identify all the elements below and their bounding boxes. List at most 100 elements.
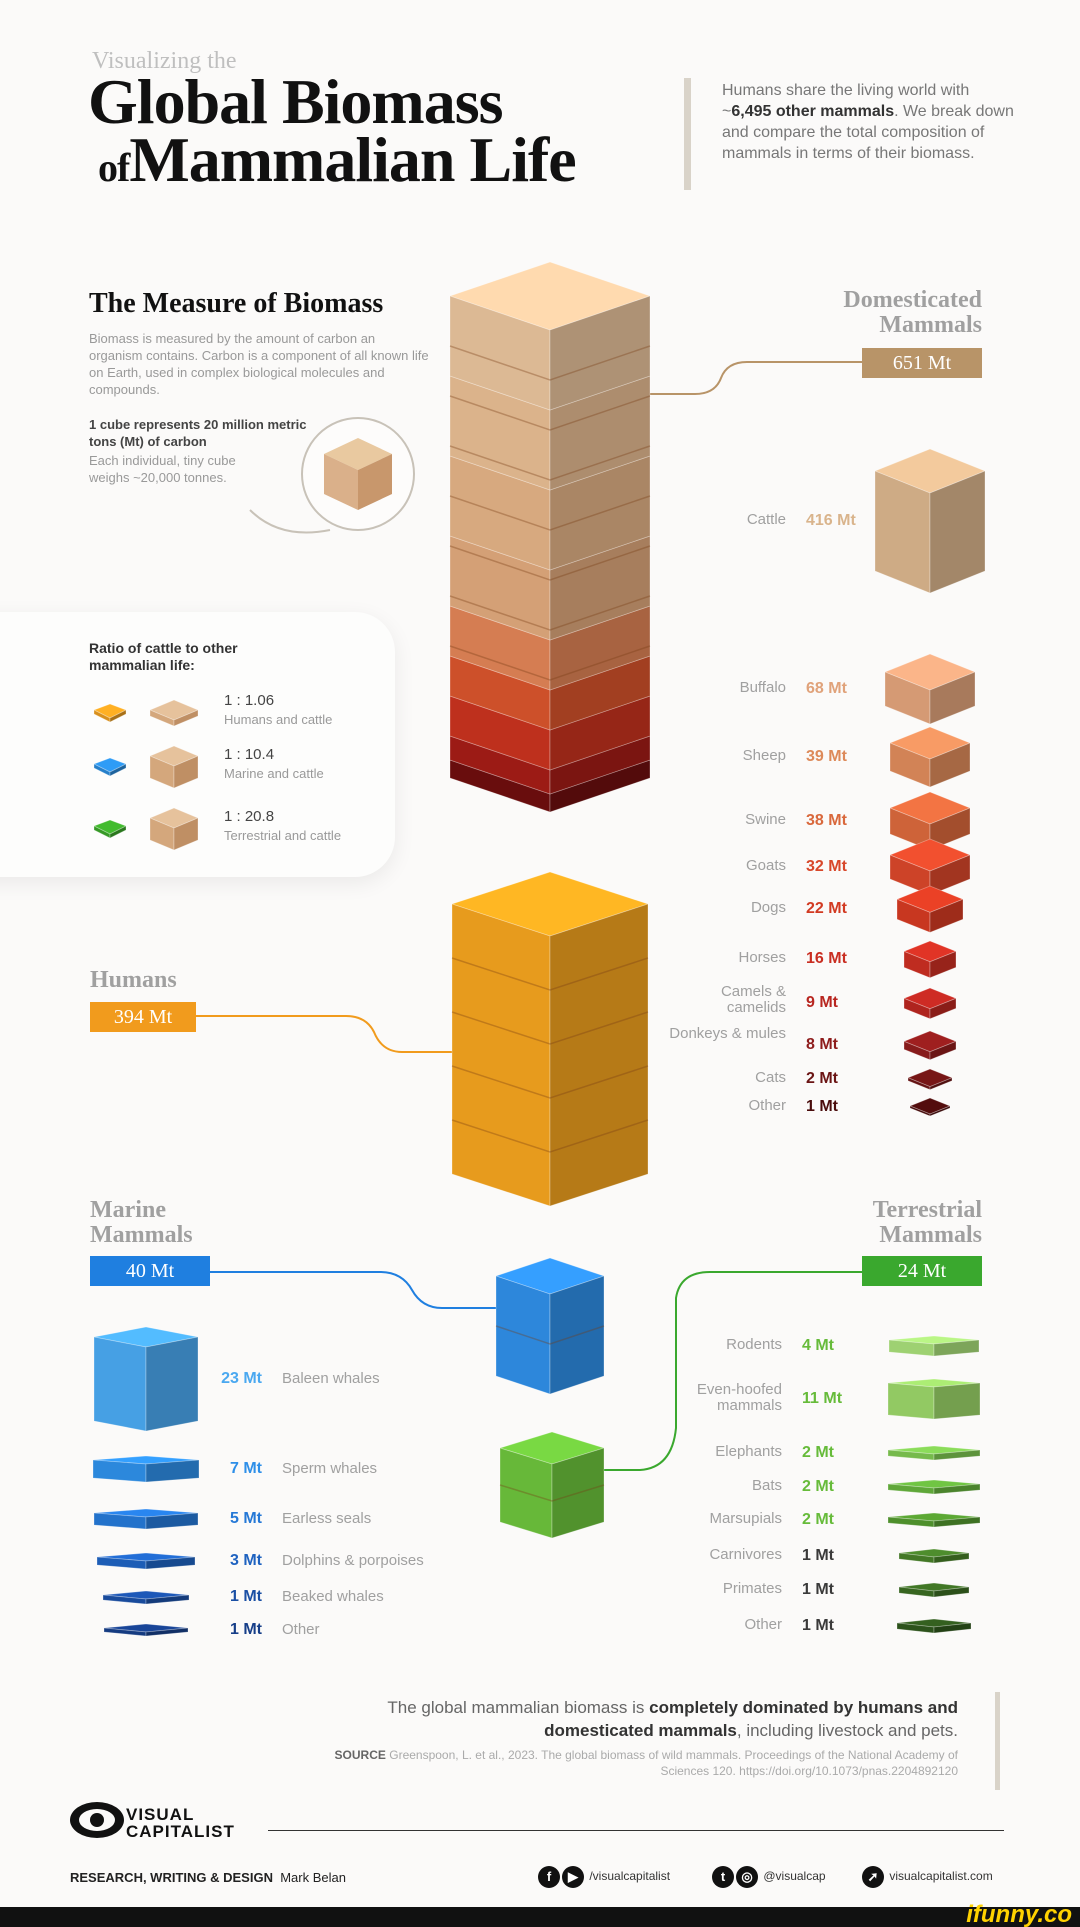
- marine-row-block: [93, 1326, 199, 1432]
- marine-row-label: Other: [282, 1621, 320, 1638]
- instagram-icon: ◎: [736, 1866, 758, 1888]
- terrestrial-row-label: Primates: [722, 1580, 782, 1597]
- social-twitter-instagram[interactable]: t ◎ @visualcap: [712, 1866, 826, 1888]
- source-body: Greenspoon, L. et al., 2023. The global …: [389, 1748, 958, 1778]
- terrestrial-5-right: [933, 1552, 970, 1564]
- website-link: visualcapitalist.com: [889, 1869, 993, 1884]
- domesticated-row-value: 416 Mt: [806, 512, 856, 529]
- terrestrial-row-block: [887, 1445, 981, 1461]
- marine-row-block: [103, 1623, 189, 1637]
- domesticated-row-label: Buffalo: [739, 679, 786, 696]
- cursor-icon: ➚: [862, 1866, 884, 1888]
- youtube-icon: ▶: [562, 1866, 584, 1888]
- source-label: SOURCE: [334, 1748, 386, 1762]
- watermark-bar: [0, 1907, 1080, 1927]
- source-text: SOURCE Greenspoon, L. et al., 2023. The …: [318, 1747, 958, 1779]
- page-title-line2: ofMammalian Life: [98, 128, 577, 192]
- terrestrial-connector: [600, 1271, 865, 1471]
- terrestrial-row-block: [887, 1479, 981, 1495]
- domesticated-title: Domesticated Mammals: [843, 288, 982, 338]
- cube-magnifier: [249, 417, 415, 534]
- domesticated-10-right: [929, 1105, 951, 1117]
- domesticated-row-block: [895, 885, 965, 933]
- title-line2-text: Mammalian Life: [129, 124, 576, 195]
- terrestrial-row-label: Other: [744, 1616, 782, 1633]
- domesticated-10-top: [908, 1097, 952, 1115]
- domesticated-row-label: Sheep: [742, 747, 786, 764]
- domesticated-connector: [625, 361, 865, 395]
- terrestrial-3-right: [933, 1483, 981, 1495]
- domesticated-row-label: Dogs: [750, 899, 786, 916]
- page-title-line1: Global Biomass: [88, 66, 504, 137]
- terrestrial-row-block: [887, 1512, 981, 1528]
- domesticated-row-block: [902, 987, 958, 1019]
- domesticated-row-value: 8 Mt: [806, 1036, 838, 1053]
- marine-3-right: [145, 1556, 196, 1570]
- summary-pre: The global mammalian biomass is: [387, 1698, 650, 1717]
- domesticated-row-block: [888, 726, 972, 788]
- domesticated-row-value: 2 Mt: [806, 1070, 838, 1087]
- measure-text: Biomass is measured by the amount of car…: [89, 331, 429, 397]
- domesticated-row-label: Camels & camelids: [720, 983, 786, 1016]
- domesticated-band-5-right: [549, 655, 651, 731]
- domesticated-0-right: [929, 470, 986, 594]
- marine-1-right: [145, 1459, 200, 1483]
- humans-block-left: [451, 903, 551, 1207]
- domesticated-row-value: 32 Mt: [806, 858, 847, 875]
- humans-title: Humans: [90, 967, 177, 993]
- social-handle-2: @visualcap: [763, 1869, 826, 1884]
- humans-total-badge: 394 Mt: [90, 1002, 196, 1032]
- domesticated-title-2: Mammals: [879, 312, 982, 338]
- ratio-cattle-right: [173, 709, 199, 727]
- domesticated-9-right: [929, 1076, 953, 1090]
- humans-tower-seam: [451, 957, 649, 991]
- terrestrial-title-2: Mammals: [879, 1222, 982, 1248]
- summary-divider: [995, 1692, 1000, 1790]
- marine-title: Marine Mammals: [90, 1198, 193, 1248]
- marine-2-right: [145, 1512, 199, 1530]
- terrestrial-row-value: 1 Mt: [802, 1617, 834, 1634]
- ratio-small-slab-right: [109, 709, 127, 723]
- domesticated-row-block: [902, 1030, 958, 1060]
- intro-bold: 6,495 other mammals: [731, 103, 895, 120]
- social-website[interactable]: ➚ visualcapitalist.com: [862, 1866, 993, 1888]
- domesticated-row-label: Cats: [755, 1069, 786, 1086]
- domesticated-row-label: Cattle: [746, 511, 786, 528]
- marine-row-value: 5 Mt: [230, 1510, 262, 1527]
- terrestrial-row-block: [898, 1582, 970, 1598]
- domesticated-tower-seam: [449, 345, 651, 381]
- brand-name: VISUAL CAPITALIST: [126, 1806, 235, 1840]
- terrestrial-row-block: [898, 1548, 970, 1564]
- intro-pre: Humans share the living world with ~: [722, 82, 970, 120]
- ratio-cattle-right: [173, 755, 199, 789]
- humans-tower-seam: [451, 1119, 649, 1153]
- domesticated-tower-seam: [449, 495, 651, 531]
- marine-row-value: 1 Mt: [230, 1621, 262, 1638]
- terrestrial-row-value: 2 Mt: [802, 1444, 834, 1461]
- ratio-small-slab-right: [109, 825, 127, 839]
- domesticated-0-left: [874, 470, 931, 594]
- humans-block-right: [549, 903, 649, 1207]
- facebook-icon: f: [538, 1866, 560, 1888]
- humans-tower: [450, 871, 650, 1207]
- domesticated-band-3-right: [549, 535, 651, 641]
- ratio-description: Marine and cattle: [224, 766, 324, 781]
- domesticated-2-right: [929, 742, 971, 788]
- terrestrial-row-block: [888, 1335, 980, 1357]
- terrestrial-title: Terrestrial Mammals: [873, 1198, 982, 1248]
- terrestrial-row-label: Marsupials: [709, 1510, 782, 1527]
- title-of: of: [98, 145, 130, 190]
- marine-0-right: [145, 1336, 199, 1432]
- domesticated-tower-seam: [449, 645, 651, 681]
- single-cube-icon: [324, 438, 392, 510]
- marine-connector: [210, 1271, 530, 1309]
- terrestrial-row-label: Carnivores: [709, 1546, 782, 1563]
- marine-block-right: [549, 1275, 605, 1395]
- social-facebook-youtube[interactable]: f ▶ /visualcapitalist: [538, 1866, 670, 1888]
- marine-0-left: [93, 1336, 147, 1432]
- ratio-icon-pair: [93, 807, 200, 851]
- domesticated-row-value: 38 Mt: [806, 812, 847, 829]
- marine-row-label: Earless seals: [282, 1510, 372, 1527]
- brand-line2: CAPITALIST: [126, 1822, 235, 1841]
- marine-tower: [494, 1257, 606, 1395]
